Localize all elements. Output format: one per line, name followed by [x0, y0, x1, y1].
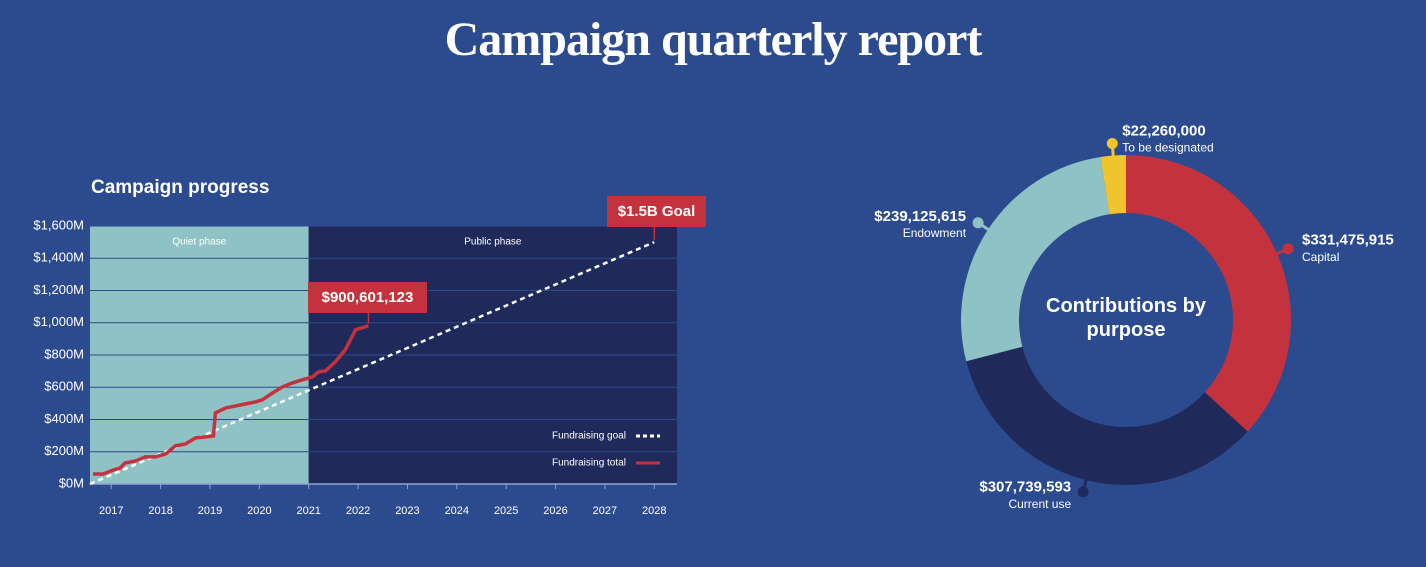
donut-segment	[1126, 155, 1291, 432]
value-label: $307,739,593	[979, 479, 1071, 496]
value-label: $239,125,615	[874, 208, 966, 225]
value-label: $331,475,915	[1302, 232, 1394, 249]
x-tick-label: 2026	[543, 505, 567, 517]
legend-label: Fundraising goal	[552, 431, 626, 442]
x-tick-label: 2024	[445, 505, 469, 517]
y-tick-label: $800M	[44, 346, 84, 361]
label-dot	[1077, 486, 1089, 498]
category-label: Current use	[1008, 497, 1071, 511]
annotation: $1.5B Goal	[618, 203, 696, 220]
x-tick-label: 2028	[642, 505, 666, 517]
x-tick-label: 2019	[198, 505, 222, 517]
x-tick-label: 2018	[148, 505, 172, 517]
x-tick-label: 2022	[346, 505, 370, 517]
x-tick-label: 2023	[395, 505, 419, 517]
annotation: $900,601,123	[322, 289, 414, 306]
x-tick-label: 2021	[296, 505, 320, 517]
legend-label: Fundraising total	[552, 458, 626, 469]
page-title: Campaign quarterly report	[444, 13, 983, 66]
y-tick-label: $600M	[44, 379, 84, 394]
donut-segment	[961, 156, 1110, 362]
y-tick-label: $400M	[44, 411, 84, 426]
x-tick-label: 2027	[593, 505, 617, 517]
chart-title: Campaign progress	[91, 177, 269, 198]
y-tick-label: $1,200M	[33, 282, 84, 297]
label-dot	[1282, 243, 1294, 255]
y-tick-label: $1,400M	[33, 250, 84, 265]
phase-label: Quiet phase	[172, 237, 226, 248]
value-label: $22,260,000	[1122, 123, 1205, 140]
donut-title: Contributions by purpose	[1046, 295, 1206, 341]
category-label: Endowment	[903, 226, 967, 240]
y-tick-label: $200M	[44, 443, 84, 458]
y-tick-label: $1,600M	[33, 217, 84, 232]
series-line	[92, 324, 369, 476]
x-tick-label: 2020	[247, 505, 271, 517]
x-tick-label: 2017	[99, 505, 123, 517]
phase-label: Public phase	[464, 237, 522, 248]
x-tick-label: 2025	[494, 505, 518, 517]
category-label: To be designated	[1122, 141, 1213, 155]
annotation-box	[607, 196, 706, 227]
label-dot	[972, 217, 984, 229]
y-tick-label: $1,000M	[33, 314, 84, 329]
y-tick-label: $0M	[59, 475, 84, 490]
label-dot	[1106, 138, 1118, 150]
donut-segment	[1100, 155, 1126, 215]
donut-segment	[966, 346, 1248, 485]
category-label: Capital	[1302, 250, 1339, 264]
annotation-box	[308, 282, 427, 313]
